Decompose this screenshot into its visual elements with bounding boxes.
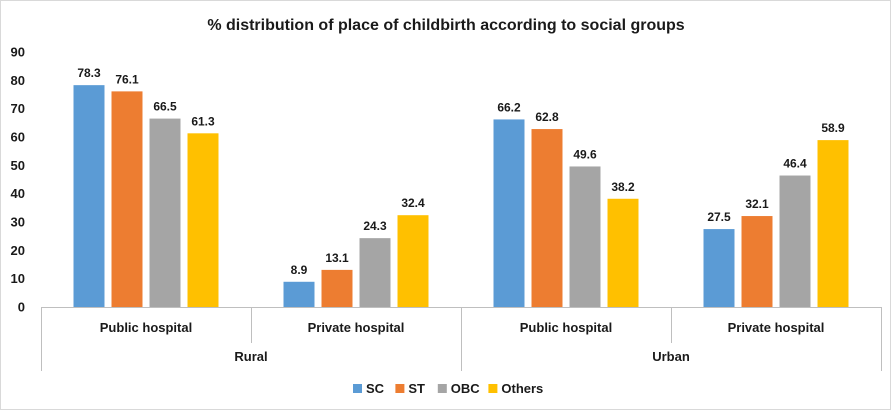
bar-st [531,129,563,307]
data-label: 66.5 [153,100,177,114]
data-label: 66.2 [497,100,521,114]
category-label: Public hospital [100,320,192,335]
y-tick-label: 0 [18,300,25,315]
legend-label: Others [501,381,543,396]
group-label: Urban [652,349,690,364]
data-label: 78.3 [77,66,101,80]
y-tick-label: 10 [11,271,25,286]
chart-title: % distribution of place of childbirth ac… [207,17,684,34]
category-label: Public hospital [520,320,612,335]
bar-st [111,91,143,307]
group-label: Rural [234,349,267,364]
data-label: 27.5 [707,210,731,224]
legend-swatch-st [395,384,405,393]
data-labels-layer: 78.3 76.1 66.5 61.3 8.9 13.1 24.3 32.4 66.2 62.8 4… [77,66,845,277]
data-label: 24.3 [363,219,387,233]
category-label: Private hospital [728,320,825,335]
bar-obc [359,238,391,307]
y-tick-label: 40 [11,186,25,201]
category-label: Private hospital [308,320,405,335]
bar-sc [283,281,315,307]
legend-swatch-others [488,384,498,393]
data-label: 58.9 [821,121,845,135]
y-tick-label: 60 [11,130,25,145]
y-tick-label: 70 [11,101,25,116]
data-label: 46.4 [783,157,807,171]
axis-layer: 0 10 20 30 40 50 60 70 80 90 Public hospital Privat… [11,45,882,371]
legend-label: SC [366,381,385,396]
y-tick-label: 20 [11,243,25,258]
bar-st [321,269,353,307]
bar-obc [779,175,811,307]
data-label: 32.1 [745,197,769,211]
bar-sc [73,85,105,308]
bar-obc [149,118,181,307]
y-tick-label: 90 [11,45,25,60]
bar-others [397,215,429,307]
bar-others [187,133,219,307]
data-label: 61.3 [191,114,215,128]
legend: SC ST OBC Others [353,381,543,396]
data-label: 13.1 [325,251,349,265]
bar-sc [703,229,735,307]
y-tick-label: 50 [11,158,25,173]
bar-obc [569,166,601,307]
data-label: 32.4 [401,196,425,210]
data-label: 49.6 [573,147,597,161]
bar-others [607,198,639,307]
bars-layer [73,85,849,308]
data-label: 76.1 [115,72,139,86]
legend-swatch-obc [437,384,447,393]
y-tick-label: 30 [11,215,25,230]
data-label: 38.2 [611,180,635,194]
bar-sc [493,119,525,307]
data-label: 8.9 [291,263,308,277]
legend-swatch-sc [353,384,362,393]
legend-label: OBC [451,381,481,396]
bar-st [741,216,773,307]
y-tick-label: 80 [11,73,25,88]
legend-label: ST [408,381,425,396]
bar-others [817,140,849,307]
data-label: 62.8 [535,110,559,124]
